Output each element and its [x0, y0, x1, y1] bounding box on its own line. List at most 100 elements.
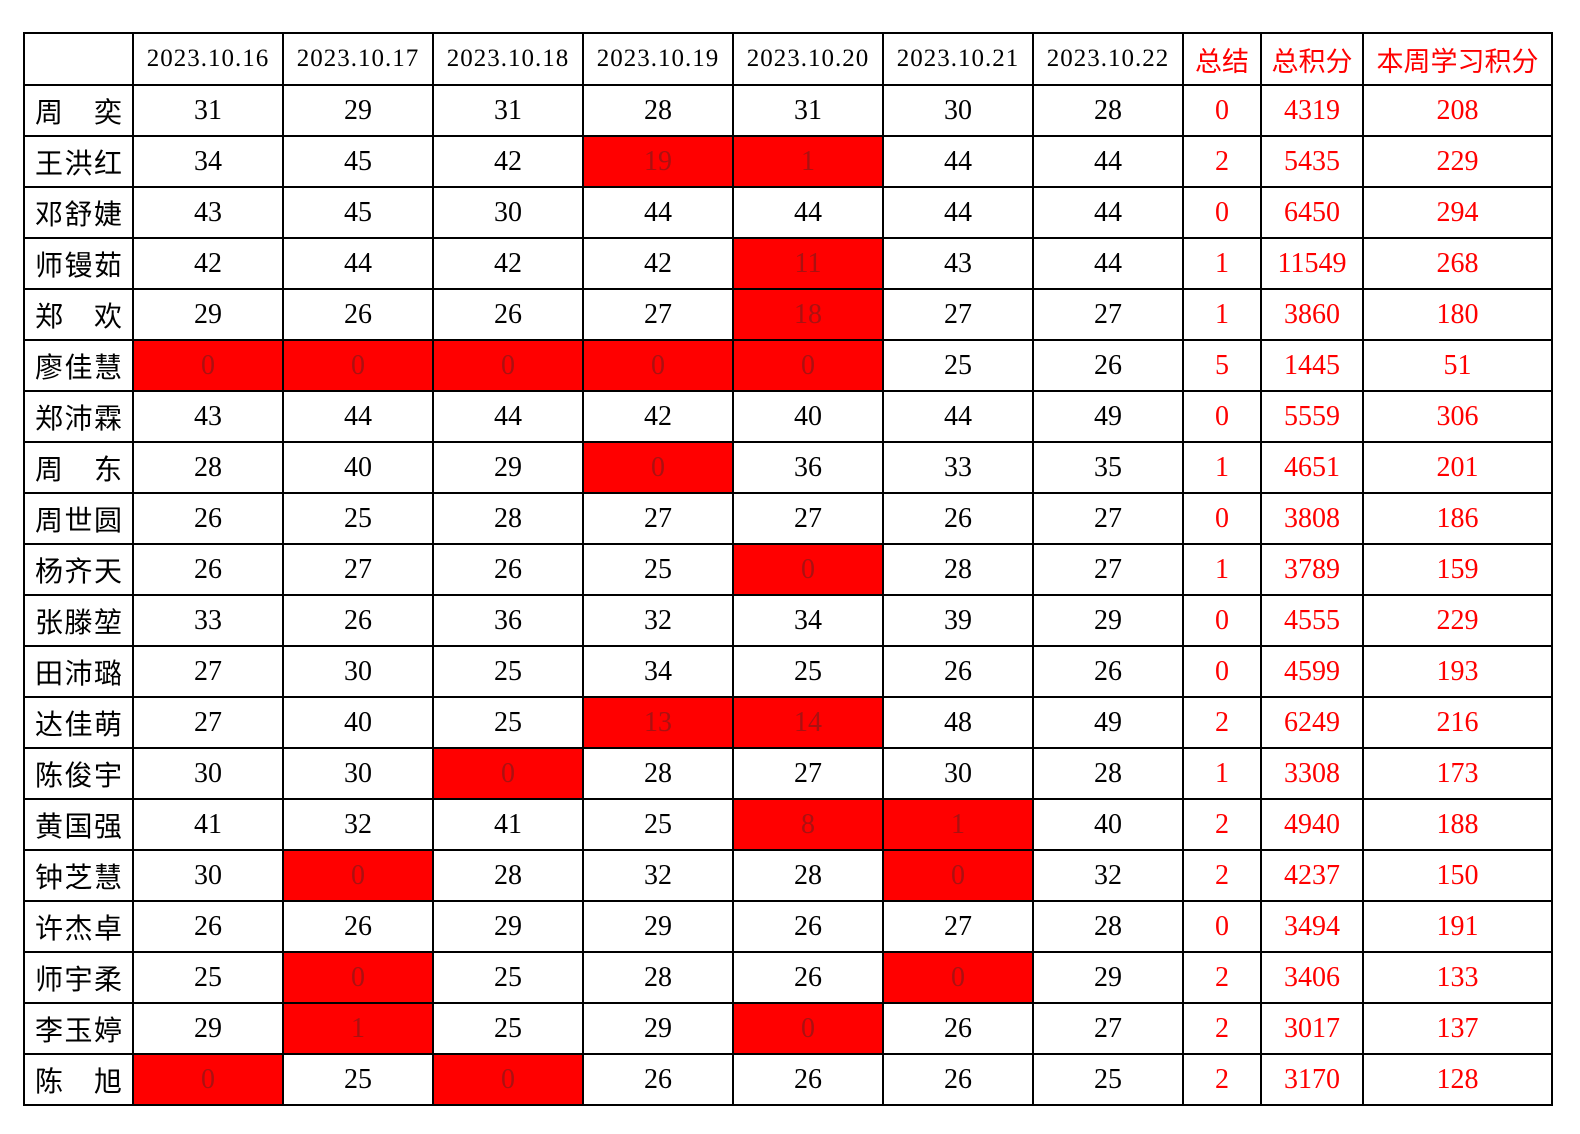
daily-score-cell: 44 — [282, 390, 434, 443]
daily-score-cell: 26 — [732, 1053, 884, 1106]
daily-score-cell: 27 — [282, 543, 434, 596]
daily-score-cell: 44 — [1032, 237, 1184, 290]
weekly-points-cell: 216 — [1362, 696, 1553, 749]
summary-cell: 2 — [1182, 135, 1262, 188]
student-name: 钟芝慧 — [23, 849, 134, 902]
daily-score-cell: 28 — [132, 441, 284, 494]
daily-score-cell: 34 — [582, 645, 734, 698]
daily-score-cell: 44 — [732, 186, 884, 239]
summary-cell: 0 — [1182, 390, 1262, 443]
table-row: 黄国强 41 32 41 25 8 1 40 2 4940 188 — [23, 798, 1553, 851]
daily-score-cell: 0 — [732, 339, 884, 392]
daily-score-cell: 34 — [132, 135, 284, 188]
weekly-points-cell: 201 — [1362, 441, 1553, 494]
daily-score-cell: 42 — [582, 390, 734, 443]
daily-score-cell: 0 — [732, 1002, 884, 1055]
table-row: 周 奕 31 29 31 28 31 30 28 0 4319 208 — [23, 84, 1553, 137]
daily-score-cell: 26 — [282, 594, 434, 647]
student-name: 邓舒婕 — [23, 186, 134, 239]
weekly-points-cell: 180 — [1362, 288, 1553, 341]
daily-score-cell: 25 — [582, 798, 734, 851]
total-points-cell: 3308 — [1260, 747, 1364, 800]
daily-score-cell: 29 — [282, 84, 434, 137]
summary-cell: 0 — [1182, 84, 1262, 137]
table-row: 钟芝慧 30 0 28 32 28 0 32 2 4237 150 — [23, 849, 1553, 902]
summary-cell: 2 — [1182, 951, 1262, 1004]
daily-score-cell: 0 — [132, 339, 284, 392]
corner-cell — [23, 32, 134, 86]
daily-score-cell: 27 — [582, 492, 734, 545]
date-header-1021: 2023.10.21 — [882, 32, 1034, 86]
daily-score-cell: 27 — [882, 900, 1034, 953]
daily-score-cell: 31 — [432, 84, 584, 137]
total-points-cell: 6249 — [1260, 696, 1364, 749]
student-name: 张滕堃 — [23, 594, 134, 647]
date-header-1017: 2023.10.17 — [282, 32, 434, 86]
table-body: 周 奕 31 29 31 28 31 30 28 0 4319 208 王洪红 34 45 42 19 1 44 4… — [23, 84, 1553, 1106]
student-name: 李玉婷 — [23, 1002, 134, 1055]
daily-score-cell: 0 — [432, 747, 584, 800]
student-name: 师宇柔 — [23, 951, 134, 1004]
daily-score-cell: 44 — [1032, 135, 1184, 188]
daily-score-cell: 31 — [732, 84, 884, 137]
daily-score-cell: 44 — [582, 186, 734, 239]
total-points-cell: 3406 — [1260, 951, 1364, 1004]
daily-score-cell: 0 — [882, 849, 1034, 902]
daily-score-cell: 1 — [882, 798, 1034, 851]
daily-score-cell: 36 — [732, 441, 884, 494]
daily-score-cell: 43 — [132, 186, 284, 239]
summary-cell: 1 — [1182, 288, 1262, 341]
table-row: 王洪红 34 45 42 19 1 44 44 2 5435 229 — [23, 135, 1553, 188]
daily-score-cell: 27 — [582, 288, 734, 341]
daily-score-cell: 0 — [582, 441, 734, 494]
summary-cell: 2 — [1182, 696, 1262, 749]
daily-score-cell: 26 — [882, 492, 1034, 545]
student-name: 达佳萌 — [23, 696, 134, 749]
student-name: 王洪红 — [23, 135, 134, 188]
daily-score-cell: 33 — [882, 441, 1034, 494]
weekly-points-cell: 193 — [1362, 645, 1553, 698]
daily-score-cell: 43 — [882, 237, 1034, 290]
daily-score-cell: 25 — [432, 645, 584, 698]
daily-score-cell: 44 — [1032, 186, 1184, 239]
weekly-points-cell: 128 — [1362, 1053, 1553, 1106]
total-points-cell: 11549 — [1260, 237, 1364, 290]
table-row: 陈 旭 0 25 0 26 26 26 25 2 3170 128 — [23, 1053, 1553, 1106]
daily-score-cell: 28 — [432, 849, 584, 902]
table-row: 田沛璐 27 30 25 34 25 26 26 0 4599 193 — [23, 645, 1553, 698]
weekly-points-cell: 229 — [1362, 594, 1553, 647]
daily-score-cell: 25 — [432, 951, 584, 1004]
daily-score-cell: 29 — [132, 288, 284, 341]
daily-score-cell: 25 — [882, 339, 1034, 392]
daily-score-cell: 27 — [1032, 492, 1184, 545]
total-points-cell: 4651 — [1260, 441, 1364, 494]
summary-cell: 2 — [1182, 1053, 1262, 1106]
daily-score-cell: 29 — [582, 900, 734, 953]
daily-score-cell: 18 — [732, 288, 884, 341]
total-points-cell: 6450 — [1260, 186, 1364, 239]
score-table: 2023.10.16 2023.10.17 2023.10.18 2023.10… — [23, 32, 1553, 1106]
daily-score-cell: 0 — [132, 1053, 284, 1106]
summary-cell: 1 — [1182, 237, 1262, 290]
daily-score-cell: 30 — [132, 747, 284, 800]
table-row: 李玉婷 29 1 25 29 0 26 27 2 3017 137 — [23, 1002, 1553, 1055]
student-name: 许杰卓 — [23, 900, 134, 953]
daily-score-cell: 26 — [432, 543, 584, 596]
weekly-points-cell: 186 — [1362, 492, 1553, 545]
total-points-cell: 3789 — [1260, 543, 1364, 596]
summary-header: 总结 — [1182, 32, 1262, 86]
total-points-cell: 4555 — [1260, 594, 1364, 647]
daily-score-cell: 28 — [1032, 900, 1184, 953]
summary-cell: 1 — [1182, 543, 1262, 596]
daily-score-cell: 32 — [282, 798, 434, 851]
student-name: 郑沛霖 — [23, 390, 134, 443]
total-points-cell: 4599 — [1260, 645, 1364, 698]
daily-score-cell: 43 — [132, 390, 284, 443]
student-name: 郑 欢 — [23, 288, 134, 341]
daily-score-cell: 25 — [432, 696, 584, 749]
daily-score-cell: 25 — [282, 492, 434, 545]
weekly-points-header: 本周学习积分 — [1362, 32, 1553, 86]
daily-score-cell: 40 — [282, 441, 434, 494]
daily-score-cell: 27 — [1032, 288, 1184, 341]
total-points-cell: 5559 — [1260, 390, 1364, 443]
